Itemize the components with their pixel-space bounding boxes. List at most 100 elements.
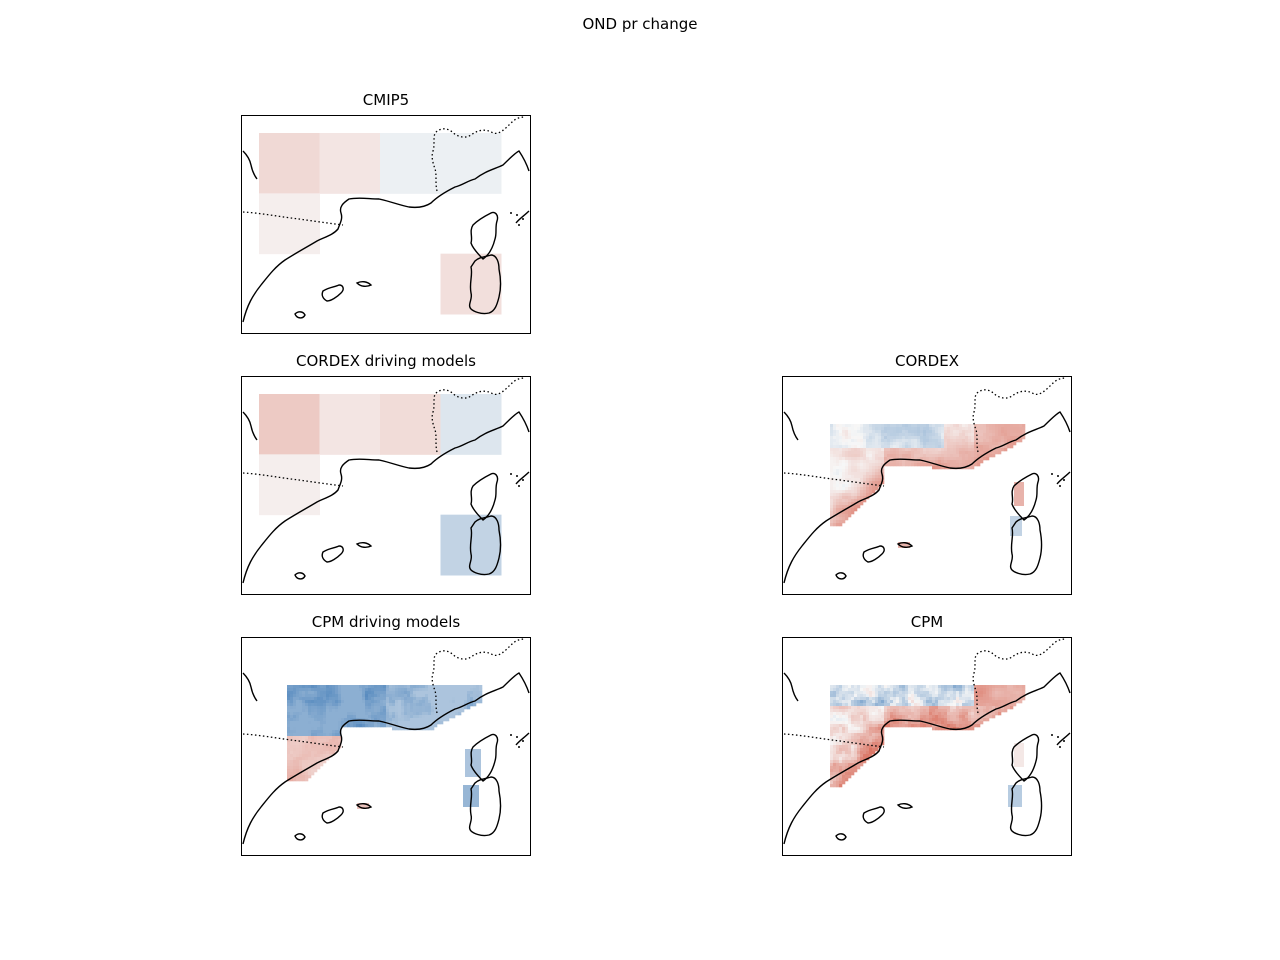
field-pixel — [296, 703, 300, 707]
field-pixel — [839, 499, 843, 503]
field-pixel — [965, 445, 969, 449]
field-pixel — [290, 778, 294, 782]
field-pixel — [293, 721, 297, 725]
field-pixel — [878, 709, 882, 713]
field-pixel — [905, 460, 909, 464]
field-pixel — [932, 703, 936, 707]
field-pixel — [314, 766, 318, 770]
field-pixel — [917, 439, 921, 443]
field-pixel — [833, 469, 837, 473]
field-pixel — [887, 688, 891, 692]
field-pixel — [950, 715, 954, 719]
field-pixel — [857, 709, 861, 713]
field-pixel — [869, 706, 873, 710]
field-pixel — [338, 706, 342, 710]
field-pixel — [881, 451, 885, 455]
field-pixel — [836, 715, 840, 719]
field-pixel — [839, 766, 843, 770]
field-pixel — [875, 478, 879, 482]
field-pixel — [428, 685, 432, 689]
field-pixel — [323, 760, 327, 764]
field-pixel — [833, 427, 837, 431]
field-pixel — [851, 499, 855, 503]
field-pixel — [359, 691, 363, 695]
field-pixel — [881, 424, 885, 428]
field-pixel — [926, 691, 930, 695]
field-pixel — [863, 685, 867, 689]
field-pixel — [422, 706, 426, 710]
field-pixel — [905, 700, 909, 704]
field-pixel — [881, 694, 885, 698]
field-pixel — [989, 442, 993, 446]
field-pixel — [938, 430, 942, 434]
field-pixel — [338, 742, 342, 746]
field-pixel — [899, 463, 903, 467]
coastline — [783, 672, 1071, 845]
field-pixel — [845, 499, 849, 503]
field-pixel — [935, 430, 939, 434]
field-pixel — [860, 493, 864, 497]
field-pixel — [983, 685, 987, 689]
field-pixel — [311, 739, 315, 743]
field-pixel — [380, 685, 384, 689]
field-pixel — [902, 685, 906, 689]
islet — [1051, 734, 1053, 736]
field-pixel — [878, 739, 882, 743]
field-pixel — [965, 688, 969, 692]
field-pixel — [1019, 685, 1023, 689]
field-pixel — [1013, 694, 1017, 698]
field-pixel — [389, 688, 393, 692]
field-pixel — [857, 715, 861, 719]
coastline — [242, 672, 258, 702]
field-pixel — [308, 706, 312, 710]
field-pixel — [959, 457, 963, 461]
field-pixel — [374, 691, 378, 695]
field-pixel — [857, 430, 861, 434]
field-pixel — [866, 460, 870, 464]
field-pixel — [866, 430, 870, 434]
field-pixel — [959, 703, 963, 707]
field-pixel — [992, 715, 996, 719]
field-pixel — [830, 694, 834, 698]
field-pixel — [857, 754, 861, 758]
field-pixel — [980, 685, 984, 689]
field-pixel — [935, 454, 939, 458]
field-pixel — [455, 712, 459, 716]
field-pixel — [935, 439, 939, 443]
field-pixel — [929, 691, 933, 695]
field-pixel — [287, 763, 291, 767]
field-pixel — [347, 715, 351, 719]
field-pixel — [836, 448, 840, 452]
field-pixel — [860, 478, 864, 482]
field-pixel — [878, 727, 882, 731]
field-pixel — [884, 697, 888, 701]
field-pixel — [863, 442, 867, 446]
field-pixel — [950, 439, 954, 443]
field-pixel — [848, 709, 852, 713]
field-pixel — [860, 439, 864, 443]
field-pixel — [830, 442, 834, 446]
field-pixel — [839, 712, 843, 716]
field-pixel — [380, 691, 384, 695]
field-pixel — [467, 706, 471, 710]
field-pixel — [884, 424, 888, 428]
field-pixel — [452, 688, 456, 692]
field-pixel — [1001, 448, 1005, 452]
field-pixel — [887, 433, 891, 437]
field-pixel — [293, 727, 297, 731]
field-pixel — [998, 703, 1002, 707]
field-pixel — [422, 712, 426, 716]
field-pixel — [290, 772, 294, 776]
field-pixel — [887, 454, 891, 458]
field-pixel — [848, 448, 852, 452]
field-pixel — [905, 430, 909, 434]
field-pixel — [875, 436, 879, 440]
field-pixel — [863, 757, 867, 761]
field-pixel — [461, 703, 465, 707]
field-pixel — [869, 742, 873, 746]
field-pixel — [929, 424, 933, 428]
field-pixel — [863, 487, 867, 491]
field-pixel — [293, 709, 297, 713]
island-outline — [355, 541, 373, 549]
field-pixel — [290, 712, 294, 716]
